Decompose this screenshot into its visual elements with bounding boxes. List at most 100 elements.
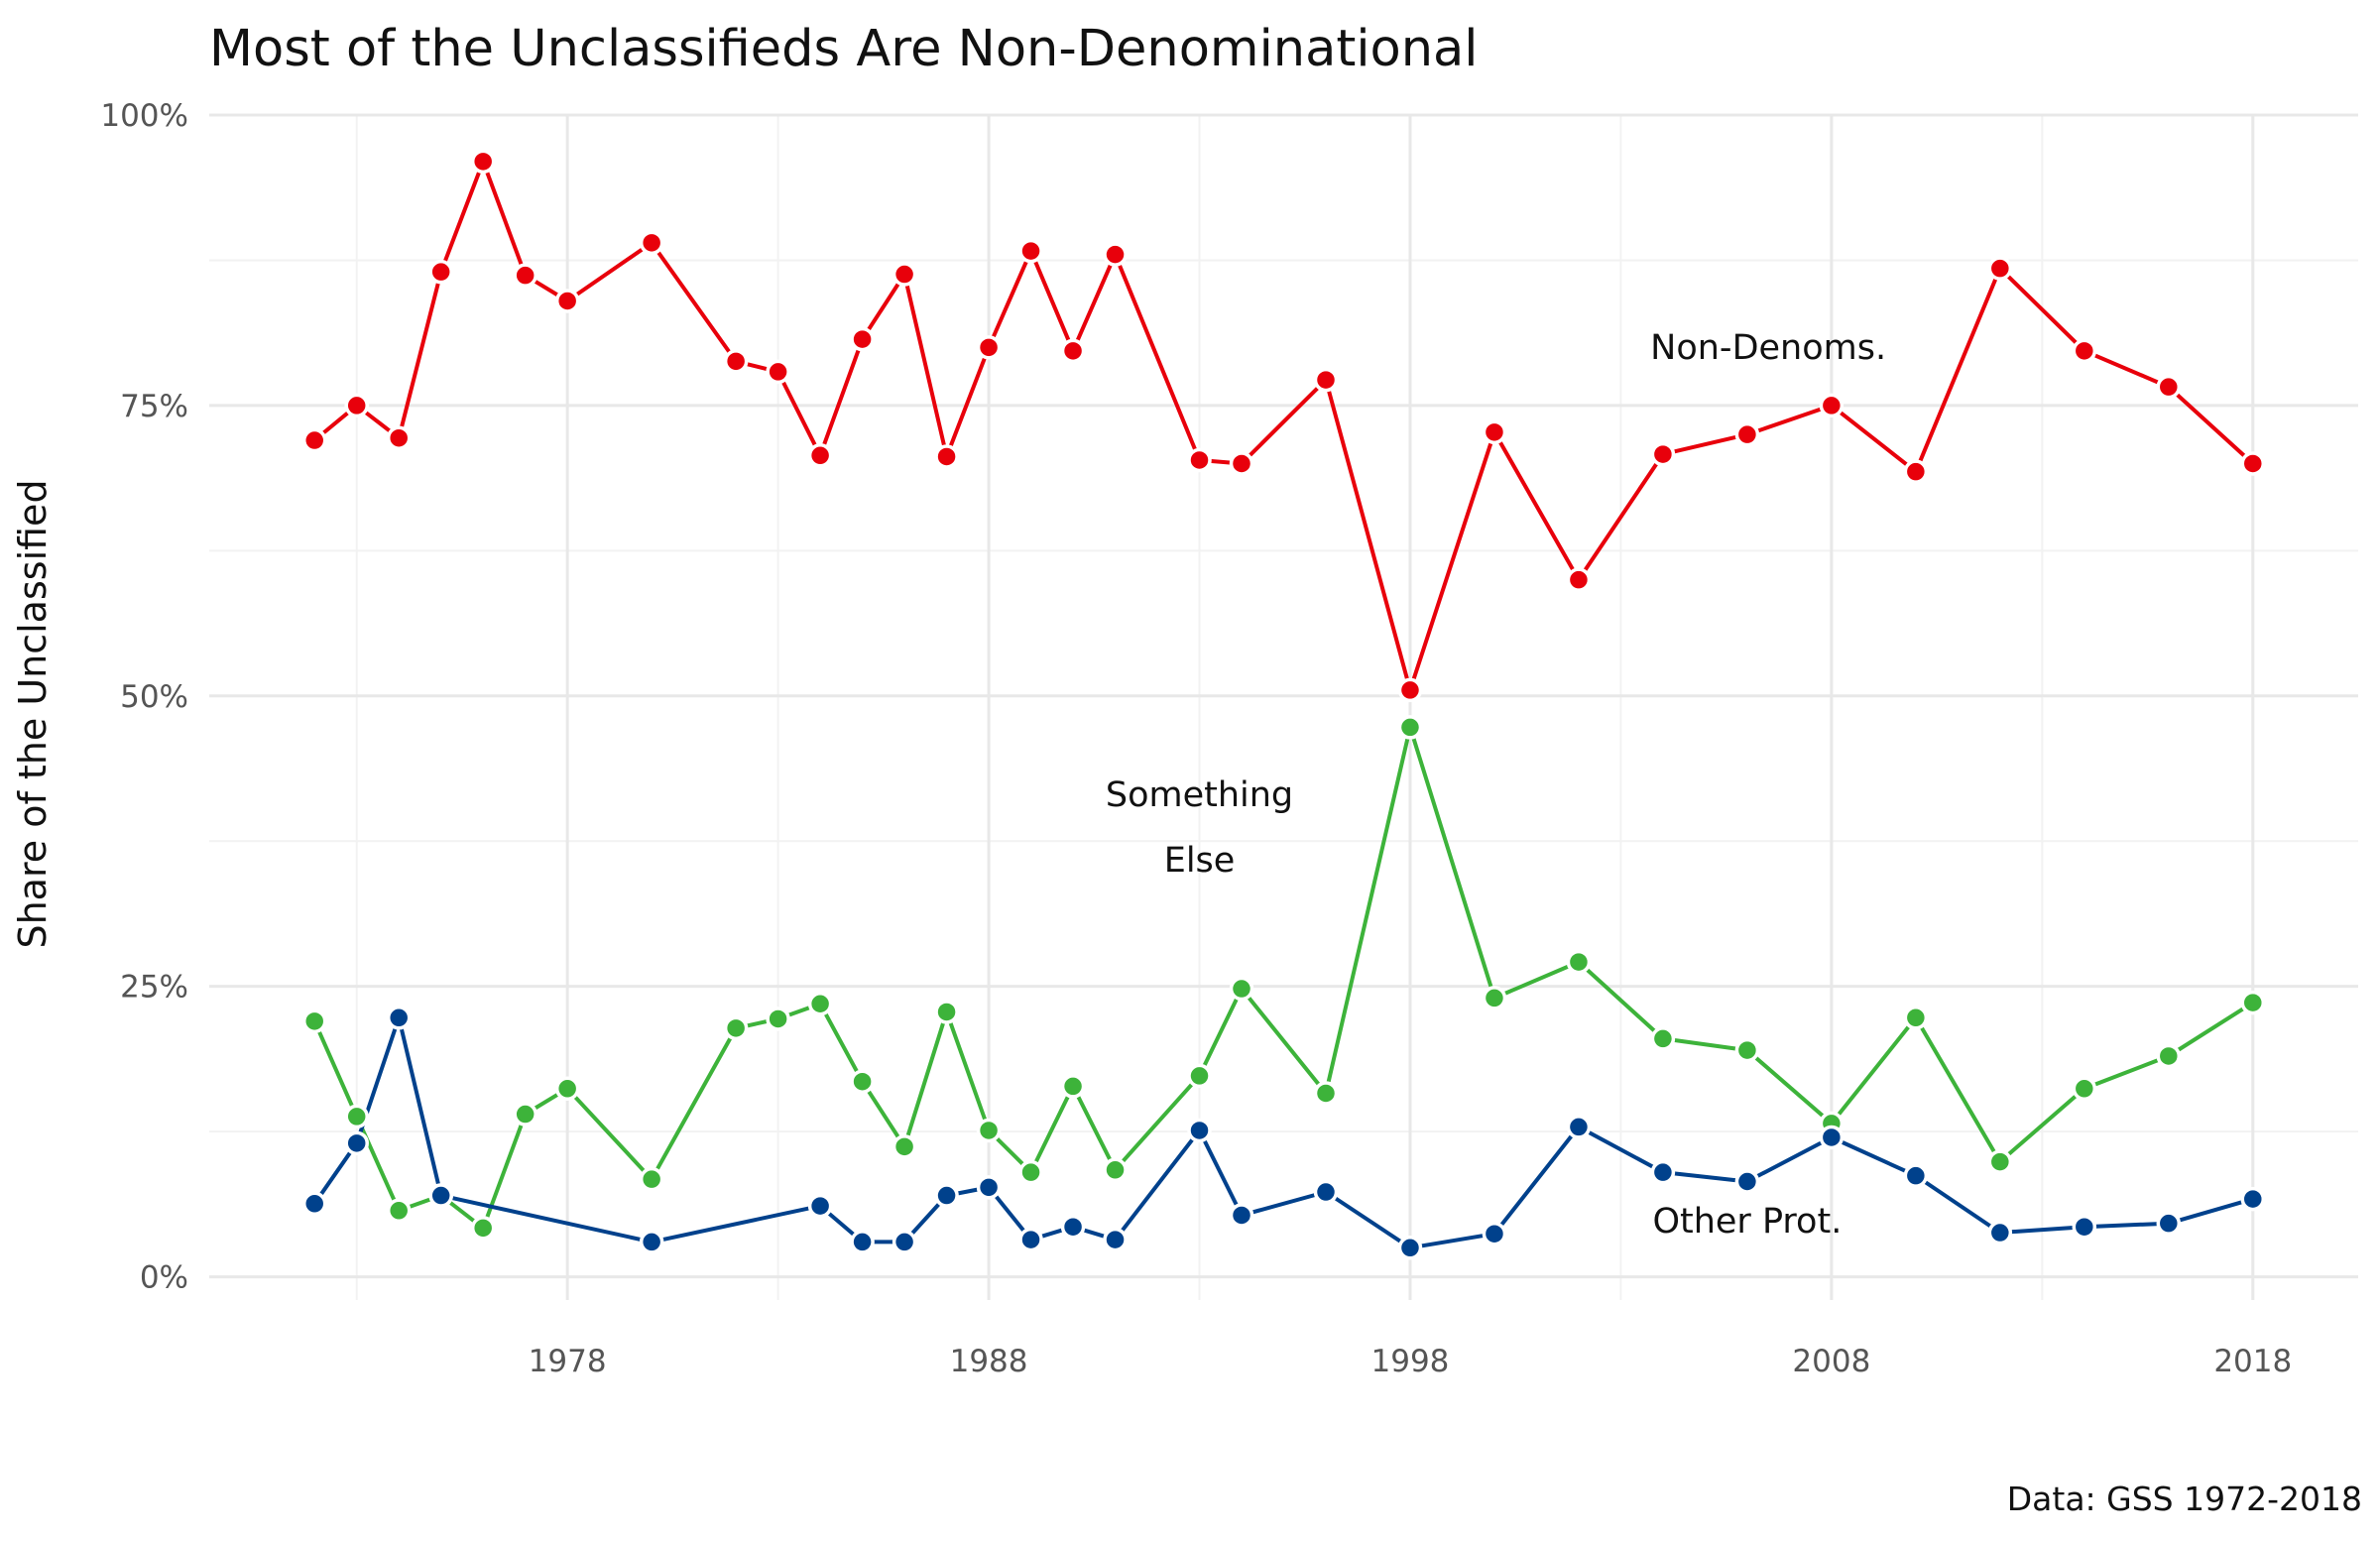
data-point-nondenom	[344, 393, 369, 418]
data-point-something_else	[1187, 1063, 1212, 1089]
data-point-other_prot	[1819, 1125, 1844, 1150]
series-line-other_prot	[312, 1015, 2254, 1250]
data-point-other_prot	[639, 1230, 664, 1254]
grid-layer	[209, 113, 2358, 1300]
data-point-other_prot	[1566, 1115, 1592, 1139]
data-point-something_else	[1313, 1081, 1339, 1106]
data-point-nondenom	[723, 349, 749, 374]
y-tick-label: 0%	[140, 1260, 188, 1296]
data-point-other_prot	[428, 1183, 453, 1208]
y-axis-label: Share of the Unclassified	[11, 479, 55, 948]
data-point-nondenom	[807, 443, 833, 468]
data-point-something_else	[1482, 986, 1507, 1010]
data-point-something_else	[1566, 949, 1592, 975]
data-point-something_else	[470, 1216, 496, 1241]
data-point-something_else	[934, 1000, 959, 1024]
data-point-something_else	[2072, 1076, 2097, 1102]
data-point-nondenom	[1313, 367, 1339, 393]
data-point-other_prot	[1018, 1227, 1043, 1252]
data-point-nondenom	[1734, 421, 1760, 447]
data-point-nondenom	[639, 230, 664, 256]
data-point-something_else	[1903, 1006, 1929, 1030]
data-point-other_prot	[301, 1191, 327, 1217]
data-point-nondenom	[554, 289, 580, 313]
data-point-something_else	[1987, 1149, 2013, 1174]
data-point-nondenom	[386, 425, 412, 450]
x-tick-label: 1978	[529, 1344, 607, 1379]
data-point-other_prot	[1397, 1236, 1423, 1260]
data-point-nondenom	[976, 335, 1002, 360]
data-point-something_else	[892, 1134, 917, 1159]
data-point-something_else	[1734, 1037, 1760, 1063]
data-point-something_else	[2240, 990, 2266, 1015]
data-point-something_else	[723, 1015, 749, 1041]
y-tick-label: 25%	[120, 970, 188, 1006]
data-point-nondenom	[1987, 256, 2013, 281]
data-point-nondenom	[1018, 238, 1043, 264]
data-point-something_else	[1650, 1026, 1676, 1051]
chart-caption: Data: GSS 1972-2018	[2007, 1480, 2362, 1518]
data-point-nondenom	[1229, 451, 1254, 476]
data-point-something_else	[2156, 1043, 2182, 1069]
data-point-other_prot	[1103, 1227, 1128, 1252]
data-point-something_else	[976, 1118, 1002, 1143]
data-point-other_prot	[1313, 1179, 1339, 1205]
data-point-other_prot	[2156, 1211, 2182, 1236]
data-point-nondenom	[1482, 419, 1507, 445]
data-point-other_prot	[1187, 1118, 1212, 1143]
data-point-other_prot	[976, 1175, 1002, 1200]
data-point-nondenom	[1397, 677, 1423, 703]
data-point-something_else	[386, 1198, 412, 1224]
data-point-something_else	[1018, 1159, 1043, 1185]
data-point-other_prot	[1903, 1163, 1929, 1188]
data-point-nondenom	[1903, 459, 1929, 484]
series-annotation: Non-Denoms.	[1650, 328, 1886, 368]
data-point-other_prot	[807, 1193, 833, 1219]
data-point-other_prot	[850, 1230, 875, 1254]
x-tick-label: 1988	[950, 1344, 1028, 1379]
series-annotation: Other Prot.	[1652, 1202, 1842, 1242]
data-point-something_else	[1397, 715, 1423, 740]
y-tick-label: 50%	[120, 679, 188, 715]
data-point-something_else	[301, 1008, 327, 1034]
data-point-other_prot	[1482, 1221, 1507, 1246]
data-point-other_prot	[386, 1006, 412, 1030]
x-tick-label: 1998	[1371, 1344, 1450, 1379]
data-point-something_else	[639, 1166, 664, 1192]
data-point-other_prot	[2072, 1214, 2097, 1240]
data-point-nondenom	[892, 262, 917, 287]
chart-title: Most of the Unclassifieds Are Non-Denomi…	[209, 20, 1478, 78]
data-point-nondenom	[1566, 567, 1592, 592]
data-point-nondenom	[428, 259, 453, 285]
annotation-layer: Non-Denoms. Something Else Other Prot.	[1106, 328, 1886, 1242]
data-point-nondenom	[301, 427, 327, 453]
data-point-something_else	[1060, 1074, 1086, 1099]
data-point-something_else	[766, 1007, 790, 1031]
data-point-something_else	[1103, 1157, 1128, 1183]
data-point-other_prot	[1650, 1159, 1676, 1185]
data-point-nondenom	[1060, 338, 1086, 364]
data-point-other_prot	[344, 1130, 369, 1156]
data-point-nondenom	[2240, 451, 2266, 476]
data-point-other_prot	[1229, 1203, 1254, 1228]
data-point-nondenom	[1650, 441, 1676, 467]
data-point-nondenom	[1819, 393, 1844, 418]
data-point-something_else	[344, 1104, 369, 1129]
data-point-nondenom	[1187, 447, 1212, 473]
data-point-something_else	[554, 1076, 580, 1102]
data-point-nondenom	[2156, 374, 2182, 400]
data-point-other_prot	[1734, 1169, 1760, 1194]
data-point-nondenom	[513, 263, 537, 288]
x-tick-label: 2008	[1792, 1344, 1870, 1379]
series-line-nondenom	[312, 159, 2255, 692]
data-point-something_else	[1229, 976, 1254, 1002]
data-point-other_prot	[2240, 1186, 2266, 1212]
data-point-nondenom	[2072, 338, 2097, 364]
data-point-something_else	[850, 1069, 875, 1094]
data-point-other_prot	[934, 1183, 959, 1208]
data-point-something_else	[513, 1102, 537, 1126]
y-tick-label: 75%	[120, 389, 188, 424]
data-point-other_prot	[1987, 1220, 2013, 1245]
